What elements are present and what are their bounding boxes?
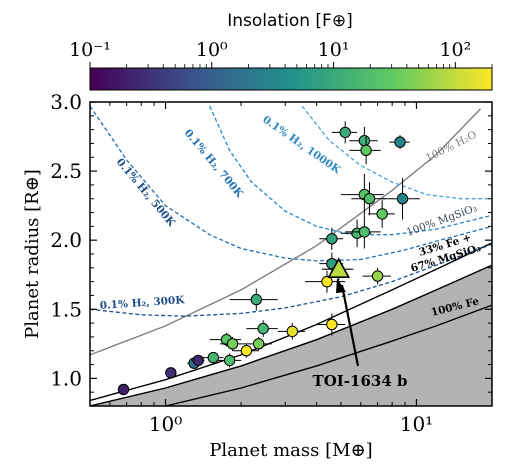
y-tick-label: 3.0 [50,90,82,114]
planet-point [117,383,130,396]
planet-point [223,354,236,367]
planet-point [396,193,409,205]
model-curve [301,105,492,200]
model-curve [90,108,482,356]
planet-point [240,345,253,357]
planet-point [326,233,338,245]
planet-point [321,275,333,288]
y-axis-label: Planet radius [R⊕] [22,169,43,339]
x-tick-label: 10¹ [400,412,433,436]
planet-point [226,338,239,350]
planet-point [326,318,338,331]
model-curves [90,105,492,406]
x-axis-label: Planet mass [M⊕] [209,440,372,461]
y-ticks: 1.0 1.5 2.0 2.5 3.0 [50,90,492,393]
y-tick-label: 2.5 [50,159,82,183]
colorbar-tick-label: 10² [439,39,471,61]
colorbar-ticks: 10⁻¹ 10⁰ 10¹ 10² [69,39,493,68]
shaded-region [90,264,492,406]
colorbar [89,67,493,91]
model-curve [165,304,492,406]
planet-point [358,134,371,147]
model-curve [90,264,492,406]
annotation-arrow-head [336,278,346,293]
planet-point [358,226,371,238]
colorbar-tick-label: 10¹ [318,39,350,61]
model-curve [209,105,492,236]
highlight-marker [327,257,351,279]
annotation-arrow-line [340,284,360,367]
planet-point [192,354,204,367]
planet-point [257,322,269,335]
planet-point [250,293,263,306]
curve-label: 0.1% H₂, 300K [99,294,185,312]
y-tick-label: 1.5 [50,297,82,321]
model-curve [90,242,492,402]
planet-point [286,325,298,338]
colorbar-tick-label: 10⁻¹ [69,39,111,61]
planet-point [207,351,219,364]
curve-label: 0.1% H₂, 700K [182,127,246,200]
model-curve [90,105,492,262]
planet-point [376,208,388,220]
planet-point [165,367,177,379]
curve-label: 0.1% H₂, 500K [114,156,178,229]
planet-point [394,136,406,148]
x-tick-label: 10⁰ [149,412,182,436]
planet-point [371,270,384,282]
model-curve [90,243,492,317]
colorbar-label: Insolation [F⊕] [227,11,352,31]
x-ticks: 10⁰ 10¹ [109,102,493,436]
data-points [117,121,420,396]
y-tick-label: 1.0 [50,366,82,390]
planet-point [252,338,265,350]
annotation-label: TOI-1634 b [313,372,408,390]
highlight-planet [321,257,354,281]
colorbar-tick-label: 10⁰ [196,39,228,61]
planet-point [360,144,372,157]
curve-label: 100% H₂O [424,129,479,165]
y-tick-label: 2.0 [50,228,82,252]
planet-point [339,126,351,139]
curve-label: 0.1% H₂, 1000K [260,114,343,177]
planet-point [363,193,376,205]
